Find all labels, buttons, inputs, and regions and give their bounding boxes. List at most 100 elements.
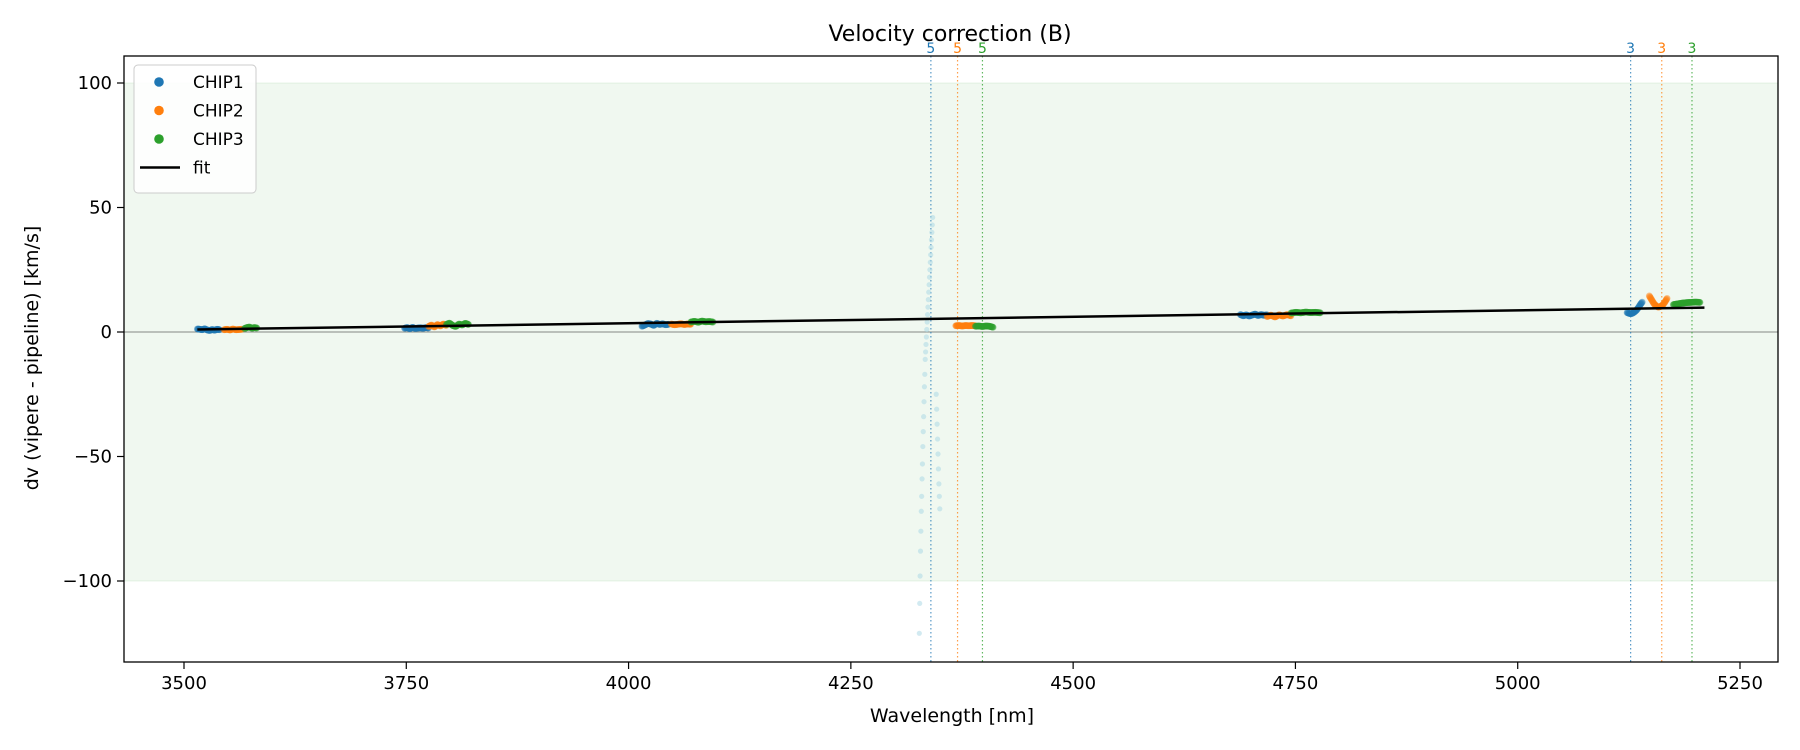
data-point <box>1672 300 1680 308</box>
data-point <box>954 322 962 330</box>
data-point <box>955 322 963 329</box>
data-point <box>1684 299 1692 306</box>
faint-point <box>922 356 928 362</box>
faint-point <box>923 341 929 348</box>
faint-point <box>926 282 932 288</box>
data-point <box>979 323 987 330</box>
data-point <box>984 322 992 330</box>
data-point <box>1687 298 1695 306</box>
x-tick-label: 3500 <box>161 673 207 694</box>
data-point <box>978 323 986 330</box>
data-point <box>985 322 993 330</box>
data-point <box>1624 309 1631 317</box>
data-point <box>1271 313 1279 321</box>
data-point <box>1670 301 1678 308</box>
data-point <box>1685 299 1693 306</box>
data-point <box>957 322 965 330</box>
data-point <box>978 323 986 330</box>
data-point <box>1671 300 1679 308</box>
faint-point <box>926 289 932 295</box>
data-point <box>1660 300 1668 308</box>
data-point <box>1648 297 1656 305</box>
data-point <box>965 322 972 330</box>
faint-point <box>921 399 927 405</box>
data-point <box>986 322 994 330</box>
faint-point <box>919 461 926 467</box>
data-point <box>1696 298 1704 306</box>
chart-title: Velocity correction (B) <box>828 22 1071 47</box>
data-point <box>1651 301 1659 309</box>
faint-point <box>918 528 924 534</box>
data-point <box>1661 299 1669 306</box>
data-point <box>960 322 968 330</box>
x-tick-label: 5000 <box>1495 673 1541 694</box>
y-tick-label: −100 <box>63 571 112 592</box>
data-point <box>1623 309 1631 316</box>
data-point <box>983 322 991 330</box>
data-point <box>1684 299 1692 306</box>
faint-point <box>927 267 933 273</box>
data-point <box>1691 298 1698 306</box>
data-point <box>972 322 980 330</box>
faint-point <box>929 229 935 235</box>
data-point <box>1673 300 1681 308</box>
data-point <box>1628 309 1636 317</box>
data-point <box>983 322 991 330</box>
data-point <box>952 322 960 330</box>
data-point <box>986 323 994 330</box>
data-point <box>1628 310 1635 317</box>
data-point <box>1638 298 1646 306</box>
data-point <box>1660 299 1668 307</box>
data-point <box>974 322 982 330</box>
data-point <box>1662 297 1670 305</box>
data-point <box>1694 298 1701 306</box>
data-point <box>969 322 977 329</box>
data-point <box>981 322 989 330</box>
data-point <box>1645 292 1653 300</box>
data-point <box>638 322 646 330</box>
data-point <box>976 322 984 330</box>
data-point <box>968 322 975 329</box>
axes-frame <box>123 55 1779 663</box>
data-point <box>966 322 973 330</box>
data-point <box>968 322 976 329</box>
faint-point <box>935 451 941 457</box>
x-tick-label: 4250 <box>828 673 874 694</box>
legend: CHIP1 CHIP2 CHIP3 fit <box>133 64 257 194</box>
marker-label-1: 5 <box>926 41 935 57</box>
data-point <box>958 322 966 330</box>
faint-point <box>921 384 928 390</box>
data-point <box>960 322 968 330</box>
faint-point <box>937 506 943 512</box>
faint-point <box>936 481 942 487</box>
data-point <box>980 322 988 330</box>
data-point <box>953 322 961 330</box>
shaded-band <box>123 82 1779 582</box>
fit-line <box>197 306 1705 331</box>
marker-label-3: 5 <box>978 41 987 57</box>
faint-point <box>921 414 927 420</box>
data-point <box>1692 298 1700 306</box>
data-point <box>1689 298 1697 306</box>
faint-point <box>922 349 929 355</box>
data-point <box>954 322 962 329</box>
faint-point <box>924 311 931 318</box>
data-point <box>1662 296 1670 304</box>
legend-marker-chip3 <box>154 134 164 144</box>
data-point <box>1625 309 1633 317</box>
data-point <box>973 322 981 330</box>
legend-marker-chip2 <box>154 105 164 116</box>
faint-point <box>917 548 924 554</box>
faint-point <box>928 237 935 243</box>
data-point <box>1647 295 1655 303</box>
data-point <box>1661 298 1669 306</box>
data-point <box>1693 298 1700 306</box>
faint-point <box>918 508 924 514</box>
x-tick-label: 3750 <box>383 673 429 694</box>
data-point <box>1692 298 1699 306</box>
faint-point <box>922 371 928 377</box>
data-point <box>963 322 971 330</box>
data-point <box>969 322 976 329</box>
data-point <box>971 322 979 330</box>
